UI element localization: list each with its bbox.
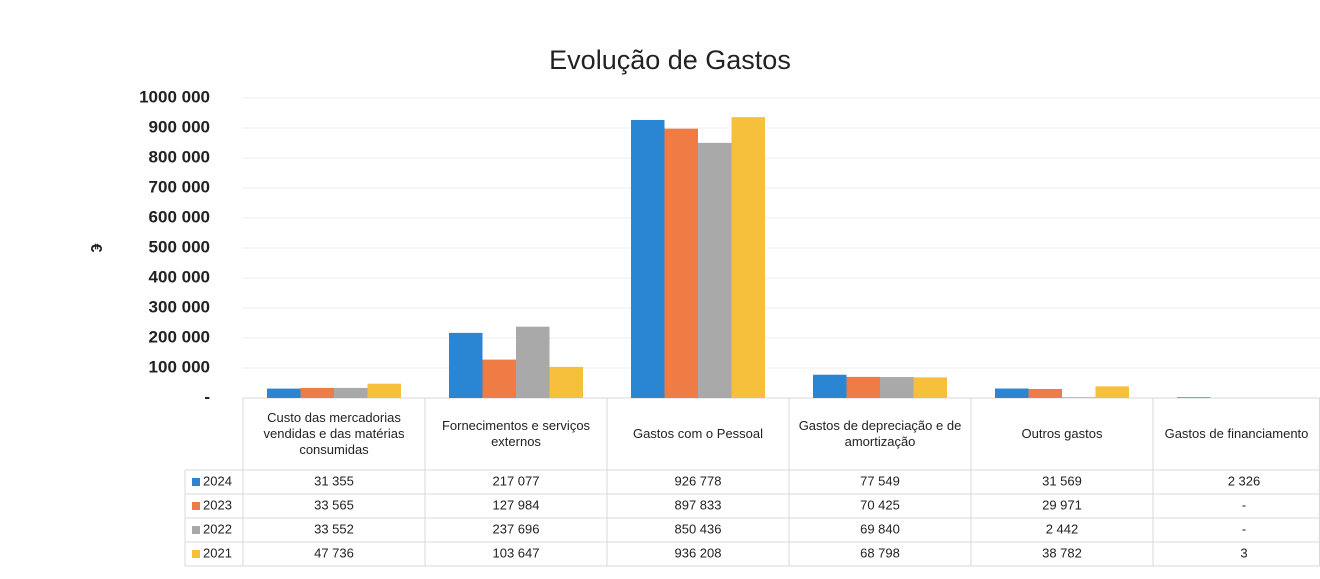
bar	[1095, 386, 1129, 398]
x-tick-label: Gastos de depreciação e de amortização	[798, 418, 962, 449]
bar	[880, 377, 914, 398]
legend-swatch	[192, 478, 200, 486]
bar	[664, 128, 698, 399]
bar	[698, 142, 732, 398]
y-tick-label: 800 000	[149, 147, 210, 166]
data-table-value: 217 077	[493, 473, 540, 488]
x-tick-label: Fornecimentos e serviços externos	[441, 418, 591, 449]
data-table-value: 850 436	[675, 521, 722, 536]
chart-title: Evolução de Gastos	[549, 45, 791, 75]
bar	[267, 388, 301, 398]
y-tick-label: 400 000	[149, 267, 210, 286]
legend-swatch	[192, 502, 200, 510]
x-tick-label: Gastos de financiamento	[1164, 426, 1309, 441]
category-cell: Custo das mercadorias vendidas e das mat…	[263, 410, 405, 457]
y-tick-label: 900 000	[149, 117, 210, 136]
legend-label: 2024	[203, 473, 232, 488]
data-table-value: 31 355	[314, 473, 354, 488]
bar	[813, 374, 847, 398]
legend-label: 2023	[203, 497, 232, 512]
y-tick-label: -	[204, 387, 210, 406]
data-table-value: 77 549	[860, 473, 900, 488]
bar	[846, 376, 880, 398]
data-table-value: 38 782	[1042, 545, 1082, 560]
bar	[1028, 389, 1062, 398]
data-table-value: 2 326	[1228, 473, 1261, 488]
data-table-value: 68 798	[860, 545, 900, 560]
bar	[631, 119, 665, 398]
data-table-value: 127 984	[493, 497, 540, 512]
x-tick-label: Custo das mercadorias vendidas e das mat…	[263, 410, 405, 457]
data-table-value: 926 778	[675, 473, 722, 488]
data-table-value: 897 833	[675, 497, 722, 512]
legend-swatch	[192, 550, 200, 558]
data-table-value: 3	[1240, 545, 1247, 560]
data-table-value: -	[1242, 521, 1246, 536]
data-table-value: 2 442	[1046, 521, 1079, 536]
y-axis-label: €	[87, 244, 104, 253]
y-tick-label: 500 000	[149, 237, 210, 256]
legend-label: 2021	[203, 545, 232, 560]
category-cell: Gastos de depreciação e de amortização	[798, 418, 962, 449]
bar	[913, 377, 947, 398]
legend-label: 2022	[203, 521, 232, 536]
bar	[482, 359, 516, 398]
data-table-value: 47 736	[314, 545, 354, 560]
bar	[549, 366, 583, 398]
category-cell: Gastos com o Pessoal	[632, 426, 764, 441]
y-tick-label: 1000 000	[139, 87, 210, 106]
bar	[995, 388, 1029, 398]
y-tick-label: 300 000	[149, 297, 210, 316]
data-table-value: -	[1242, 497, 1246, 512]
data-table-value: 31 569	[1042, 473, 1082, 488]
data-table-value: 33 552	[314, 521, 354, 536]
bar	[300, 387, 334, 398]
bar	[449, 332, 483, 398]
bar	[334, 387, 368, 398]
legend-swatch	[192, 526, 200, 534]
bar	[367, 383, 401, 398]
y-tick-label: 100 000	[149, 357, 210, 376]
y-tick-label: 700 000	[149, 177, 210, 196]
data-table-value: 70 425	[860, 497, 900, 512]
y-tick-label: 200 000	[149, 327, 210, 346]
bar	[1062, 397, 1096, 398]
y-tick-label: 600 000	[149, 207, 210, 226]
data-table-value: 29 971	[1042, 497, 1082, 512]
data-table-value: 103 647	[493, 545, 540, 560]
bar	[516, 326, 550, 398]
x-tick-label: Gastos com o Pessoal	[632, 426, 764, 441]
category-cell: Fornecimentos e serviços externos	[441, 418, 591, 449]
bar	[731, 117, 765, 398]
data-table-value: 237 696	[493, 521, 540, 536]
data-table-value: 69 840	[860, 521, 900, 536]
x-tick-label: Outros gastos	[1021, 426, 1103, 441]
category-cell: Gastos de financiamento	[1164, 426, 1309, 441]
data-table-value: 33 565	[314, 497, 354, 512]
bar	[1177, 397, 1211, 398]
data-table-value: 936 208	[675, 545, 722, 560]
category-cell: Outros gastos	[1021, 426, 1103, 441]
